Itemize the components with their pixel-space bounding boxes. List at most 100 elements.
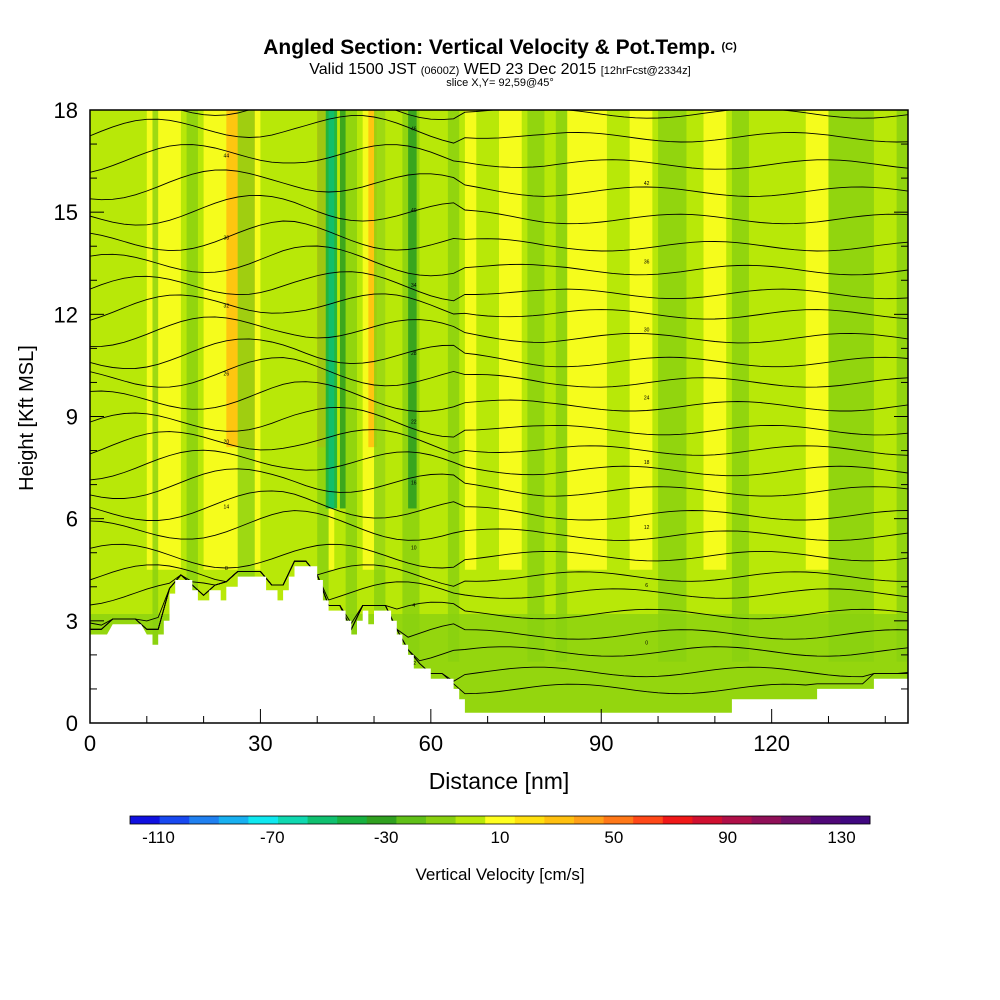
strong-updraft-band (368, 110, 377, 448)
colorbar-swatch (130, 816, 161, 824)
theta-contour-label: 8 (225, 566, 228, 572)
theta-contour-line (90, 543, 908, 569)
title-main: Angled Section: Vertical Velocity & Pot.… (263, 36, 716, 59)
terrain-mask (90, 566, 908, 723)
updraft-band (629, 110, 653, 570)
theta-contour-line (90, 293, 908, 321)
theta-contour-label: 24 (644, 395, 650, 401)
theta-contour-line (90, 115, 908, 144)
colorbar-swatch (633, 816, 664, 824)
colorbar-swatch (662, 816, 693, 824)
theta-contour-label: 36 (644, 259, 650, 265)
colorbar-swatch (514, 816, 545, 824)
colorbar-swatch (603, 816, 634, 824)
x-tick-label: 0 (84, 731, 96, 756)
colorbar-swatch (426, 816, 457, 824)
theta-contour-label: 26 (224, 372, 230, 378)
theta-contour-line (90, 560, 908, 587)
colorbar-swatch (544, 816, 575, 824)
slice-info: slice X,Y= 92,59@45° (446, 77, 554, 89)
theta-contour-line (90, 490, 908, 521)
theta-contours: -4-2024681012141618202224262830323436384… (90, 103, 908, 695)
colorbar-swatch (278, 816, 309, 824)
y-tick-label: 6 (66, 507, 78, 532)
valid-a: Valid 1500 JST (309, 61, 417, 78)
theta-contour-label: 10 (411, 545, 417, 551)
theta-contour-line (90, 144, 908, 173)
theta-contour-label: 0 (645, 641, 648, 647)
theta-contour-label: -2 (412, 661, 417, 667)
theta-contour-label: 40 (411, 208, 417, 214)
theta-contour-label: 28 (411, 351, 417, 357)
x-tick-label: 30 (248, 731, 272, 756)
theta-contour-label: 48 (644, 103, 650, 109)
theta-contour-line (90, 220, 908, 252)
theta-contour-line (90, 468, 908, 499)
theta-contour-label: 20 (224, 440, 230, 446)
y-tick-label: 9 (66, 405, 78, 430)
colorbar-tick-label: 90 (718, 828, 737, 847)
strong-downdraft-band (328, 110, 335, 509)
colorbar-tick-label: 50 (604, 828, 623, 847)
x-tick-label: 120 (753, 731, 790, 756)
downdraft-band (658, 110, 687, 662)
colorbar-swatch (751, 816, 782, 824)
colorbar-swatch (337, 816, 368, 824)
y-tick-label: 15 (54, 200, 78, 225)
strong-downdraft-band (339, 110, 346, 509)
theta-contour-label: 32 (224, 304, 230, 310)
colorbar-swatch (307, 816, 338, 824)
colorbar-swatch (810, 816, 841, 824)
valid-c: WED 23 Dec 2015 (463, 61, 597, 78)
downdraft-band (731, 110, 749, 662)
theta-contour-line (90, 381, 908, 412)
strong-downdraft-band (408, 110, 417, 509)
colorbar-swatch (248, 816, 279, 824)
downdraft-band (186, 110, 198, 662)
theta-contour-label: 12 (644, 525, 650, 531)
updraft-band (567, 110, 607, 570)
theta-contour-label: 30 (644, 327, 650, 333)
theta-contour-line (90, 316, 908, 348)
colorbar-swatch (159, 816, 190, 824)
colorbar-swatch (485, 816, 516, 824)
colorbar-swatch (692, 816, 723, 824)
velocity-bands (90, 110, 908, 723)
x-axis-label: Distance [nm] (429, 768, 570, 794)
theta-contour-label: 44 (224, 154, 230, 160)
downdraft-band (152, 110, 159, 662)
theta-contour-line (178, 110, 908, 121)
downdraft-band (527, 110, 545, 662)
downdraft-band (447, 110, 460, 662)
colorbar-swatch (781, 816, 812, 824)
theta-contour-label: 18 (644, 460, 650, 466)
theta-contour-label: 34 (411, 283, 417, 289)
colorbar-tick-label: 10 (491, 828, 510, 847)
theta-contour-label: 22 (411, 419, 417, 425)
theta-contour-label: 16 (411, 481, 417, 487)
x-tick-label: 60 (419, 731, 443, 756)
theta-contour-line (90, 406, 908, 438)
y-axis-label: Height [Kft MSL] (16, 345, 38, 491)
x-tick-label: 90 (589, 731, 613, 756)
downdraft-band (345, 110, 357, 662)
colorbar: -110 -70 -30 10 50 90 130 (129, 815, 871, 847)
colorbar-swatch (574, 816, 605, 824)
updraft-band (146, 110, 181, 570)
y-tick-label: 12 (54, 302, 78, 327)
colorbar-swatch (396, 816, 427, 824)
downdraft-band (317, 110, 329, 662)
theta-contour-label: 42 (644, 181, 650, 187)
colorbar-tick-label: 130 (827, 828, 855, 847)
theta-contour-label: 46 (411, 126, 417, 132)
theta-contour-label: 14 (224, 504, 230, 510)
theta-contour-label: 6 (645, 583, 648, 589)
theta-contour-line (90, 195, 908, 226)
chart-title: Angled Section: Vertical Velocity & Pot.… (0, 36, 1000, 60)
colorbar-tick-label: -30 (374, 828, 399, 847)
y-tick-label: 3 (66, 609, 78, 634)
theta-contour-line (90, 271, 908, 302)
theta-contour-label: 38 (224, 235, 230, 241)
